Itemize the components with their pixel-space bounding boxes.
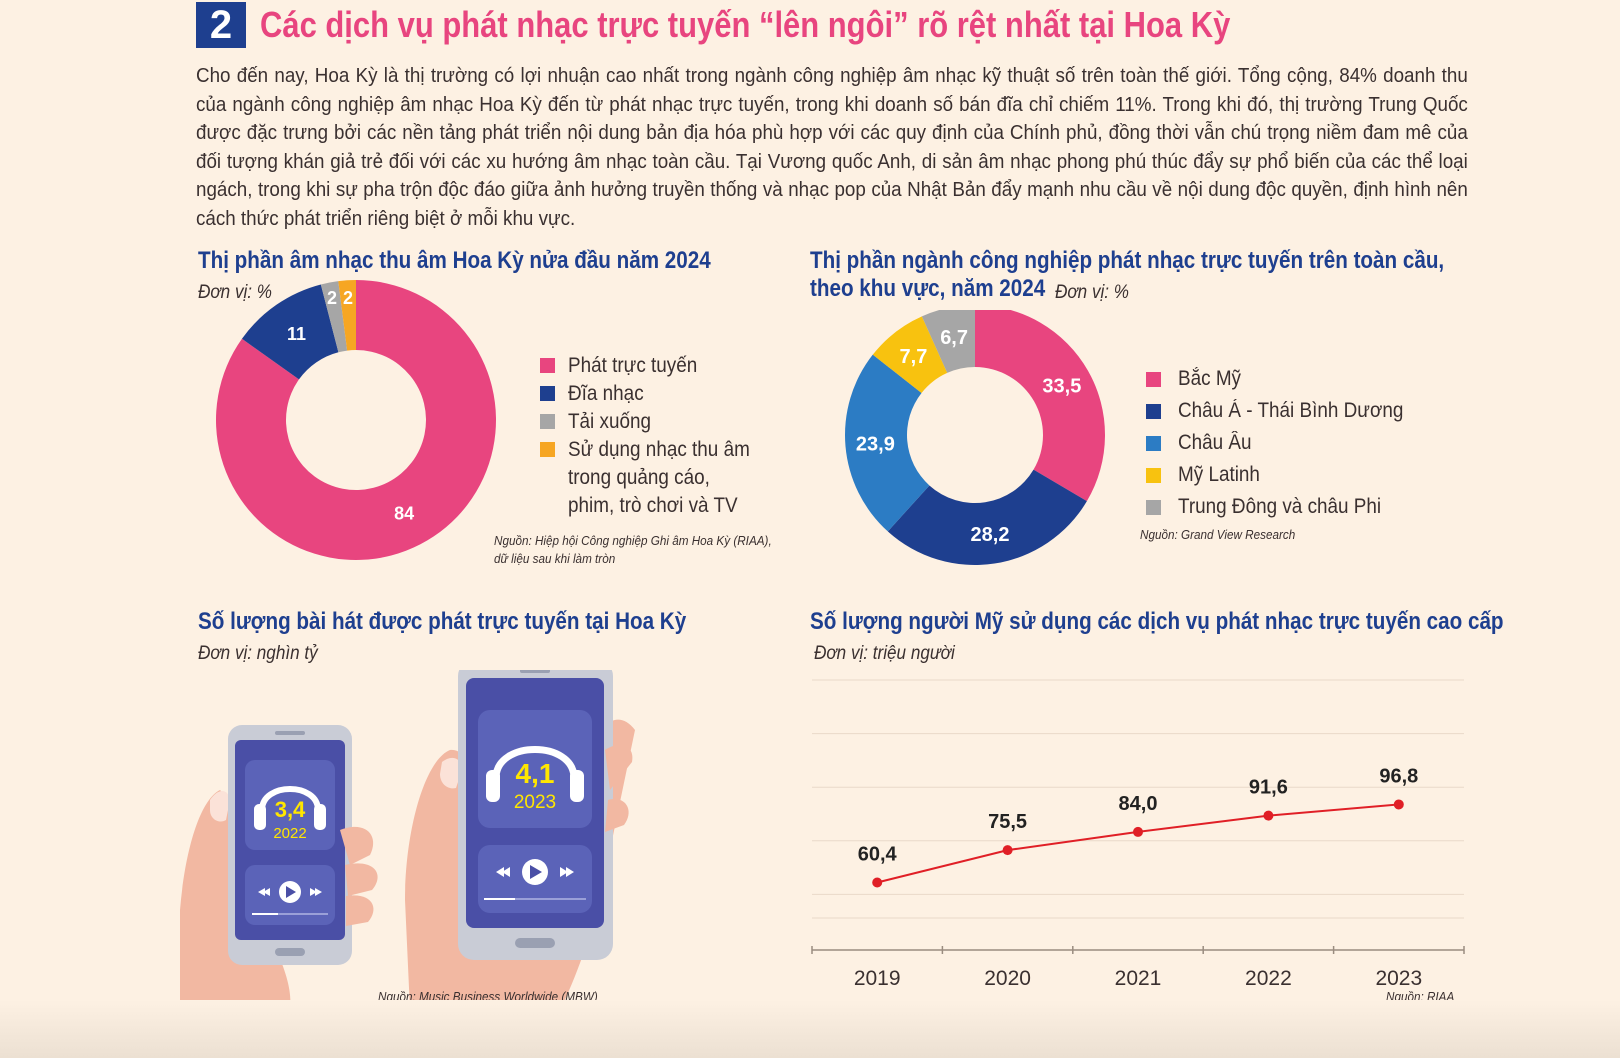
- chart1-source-line1: Nguồn: Hiệp hội Công nghiệp Ghi âm Hoa K…: [494, 533, 772, 548]
- chart1-legend-text-5: phim, trò chơi và TV: [568, 494, 738, 517]
- chart2-legend-text-2: Châu Âu: [1178, 431, 1252, 454]
- chart3-title: Số lượng bài hát được phát trực tuyến tạ…: [198, 608, 687, 635]
- chart1-source-line2: dữ liệu sau khi làm tròn: [494, 551, 616, 566]
- chart2-source: Nguồn: Grand View Research: [1140, 527, 1296, 542]
- chart4-xtick-2021: 2021: [1115, 967, 1162, 990]
- chart1-legend-text-4: trong quảng cáo,: [568, 466, 710, 489]
- chart4-label-2021: 84,0: [1119, 793, 1158, 815]
- chart1-donut: 84 11 2 2: [216, 280, 497, 560]
- chart1-slice-2: [320, 281, 348, 353]
- chart4-xtick-2022: 2022: [1245, 967, 1292, 990]
- chart3-value-1: 4,1: [516, 758, 555, 789]
- chart4-label-2022: 91,6: [1249, 777, 1288, 799]
- intro-paragraph: Cho đến nay, Hoa Kỳ là thị trường có lợi…: [196, 65, 1468, 230]
- chart1-legend-text-3: Sử dụng nhạc thu âm: [568, 438, 750, 461]
- chart1-legend-text-2: Tải xuống: [568, 410, 652, 433]
- chart2-legend-text-1: Châu Á - Thái Bình Dương: [1178, 399, 1404, 422]
- chart4-xtick-2023: 2023: [1375, 967, 1422, 990]
- chart2-label-3: 7,7: [900, 346, 928, 368]
- chart2-label-1: 28,2: [971, 524, 1010, 546]
- chart2-legend-swatch-4: [1146, 500, 1161, 515]
- chart1-legend-swatch-1: [540, 386, 555, 401]
- chart4-line: 60,4 2019 75,5 2020 84,0 2021 91,6 2022 96,8 2023: [811, 679, 1465, 990]
- chart2-slice-0: [975, 310, 1105, 502]
- chart2-label-2: 23,9: [856, 433, 895, 455]
- chart4-label-2019: 60,4: [858, 844, 898, 866]
- chart2-title-line2: theo khu vực, năm 2024: [810, 275, 1046, 302]
- chart1-legend-swatch-0: [540, 358, 555, 373]
- chart1-legend-text-0: Phát trực tuyến: [568, 354, 698, 377]
- chart4-xtick-2019: 2019: [854, 967, 901, 990]
- chart2-legend-text-0: Bắc Mỹ: [1178, 367, 1242, 390]
- chart2-donut: 33,5 28,2 23,9 7,7 6,7: [845, 310, 1105, 565]
- chart1-title: Thị phần âm nhạc thu âm Hoa Kỳ nửa đầu n…: [198, 247, 711, 274]
- chart4-xtick-2020: 2020: [984, 967, 1031, 990]
- chart4-point-2022: [1263, 810, 1274, 821]
- chart2-legend-swatch-0: [1146, 372, 1161, 387]
- chart3-value-0: 3,4: [275, 797, 306, 822]
- chart4-unit: Đơn vị: triệu người: [814, 643, 955, 664]
- chart1-unit: Đơn vị: %: [198, 282, 273, 303]
- chart1-slice-0: [216, 280, 497, 560]
- chart3-unit: Đơn vị: nghìn tỷ: [198, 643, 318, 664]
- chart2-slice-2: [845, 354, 930, 532]
- chart4-point-2020: [1002, 845, 1013, 856]
- chart1-label-3: 2: [343, 288, 353, 308]
- chart3-year-1: 2023: [514, 792, 556, 813]
- section-number-badge: 2: [196, 2, 246, 48]
- chart2-legend-text-3: Mỹ Latinh: [1178, 463, 1260, 486]
- chart2-label-0: 33,5: [1042, 375, 1081, 397]
- chart2-slice-4: [921, 310, 975, 373]
- chart1-label-0: 84: [394, 504, 414, 524]
- chart4-series-line: [876, 803, 1399, 884]
- chart4-point-2021: [1133, 826, 1143, 837]
- chart2-legend-swatch-1: [1146, 404, 1161, 419]
- chart2-legend-text-4: Trung Đông và châu Phi: [1178, 495, 1382, 518]
- chart4-label-2023: 96,8: [1379, 765, 1418, 787]
- chart4-label-2020: 75,5: [988, 811, 1027, 833]
- phone-2022-icon: [228, 725, 352, 965]
- chart1-slices: [216, 280, 497, 560]
- chart2-label-4: 6,7: [940, 327, 968, 349]
- chart2-legend-swatch-3: [1146, 468, 1161, 483]
- phone-2023-icon: [458, 670, 613, 960]
- chart1-slice-1: [241, 284, 339, 380]
- chart1-label-2: 2: [327, 288, 337, 308]
- chart2-title-line1: Thị phần ngành công nghiệp phát nhạc trự…: [810, 247, 1445, 274]
- chart1-slice-3: [338, 280, 356, 351]
- chart4-point-2019: [872, 877, 883, 888]
- page-title: Các dịch vụ phát nhạc trực tuyến “lên ng…: [260, 4, 1231, 45]
- chart1-label-1: 11: [287, 324, 306, 344]
- chart1-legend-text-1: Đĩa nhạc: [568, 382, 644, 405]
- chart1-source: Nguồn: Hiệp hội Công nghiệp Ghi âm Hoa K…: [494, 532, 772, 568]
- chart2-slice-1: [887, 469, 1087, 565]
- chart4-title: Số lượng người Mỹ sử dụng các dịch vụ ph…: [810, 608, 1504, 635]
- phones-illustration: 3,4 2022 4,1 2023: [180, 670, 635, 1010]
- chart4-point-2023: [1393, 799, 1404, 810]
- chart3-year-0: 2022: [273, 825, 306, 842]
- chart2-slice-3: [872, 316, 948, 393]
- chart1-legend-swatch-2: [540, 414, 555, 429]
- chart2-legend-swatch-2: [1146, 436, 1161, 451]
- chart1-legend-swatch-3: [540, 442, 555, 457]
- chart2-unit: Đơn vị: %: [1055, 282, 1130, 303]
- bottom-shade: [0, 1000, 1620, 1058]
